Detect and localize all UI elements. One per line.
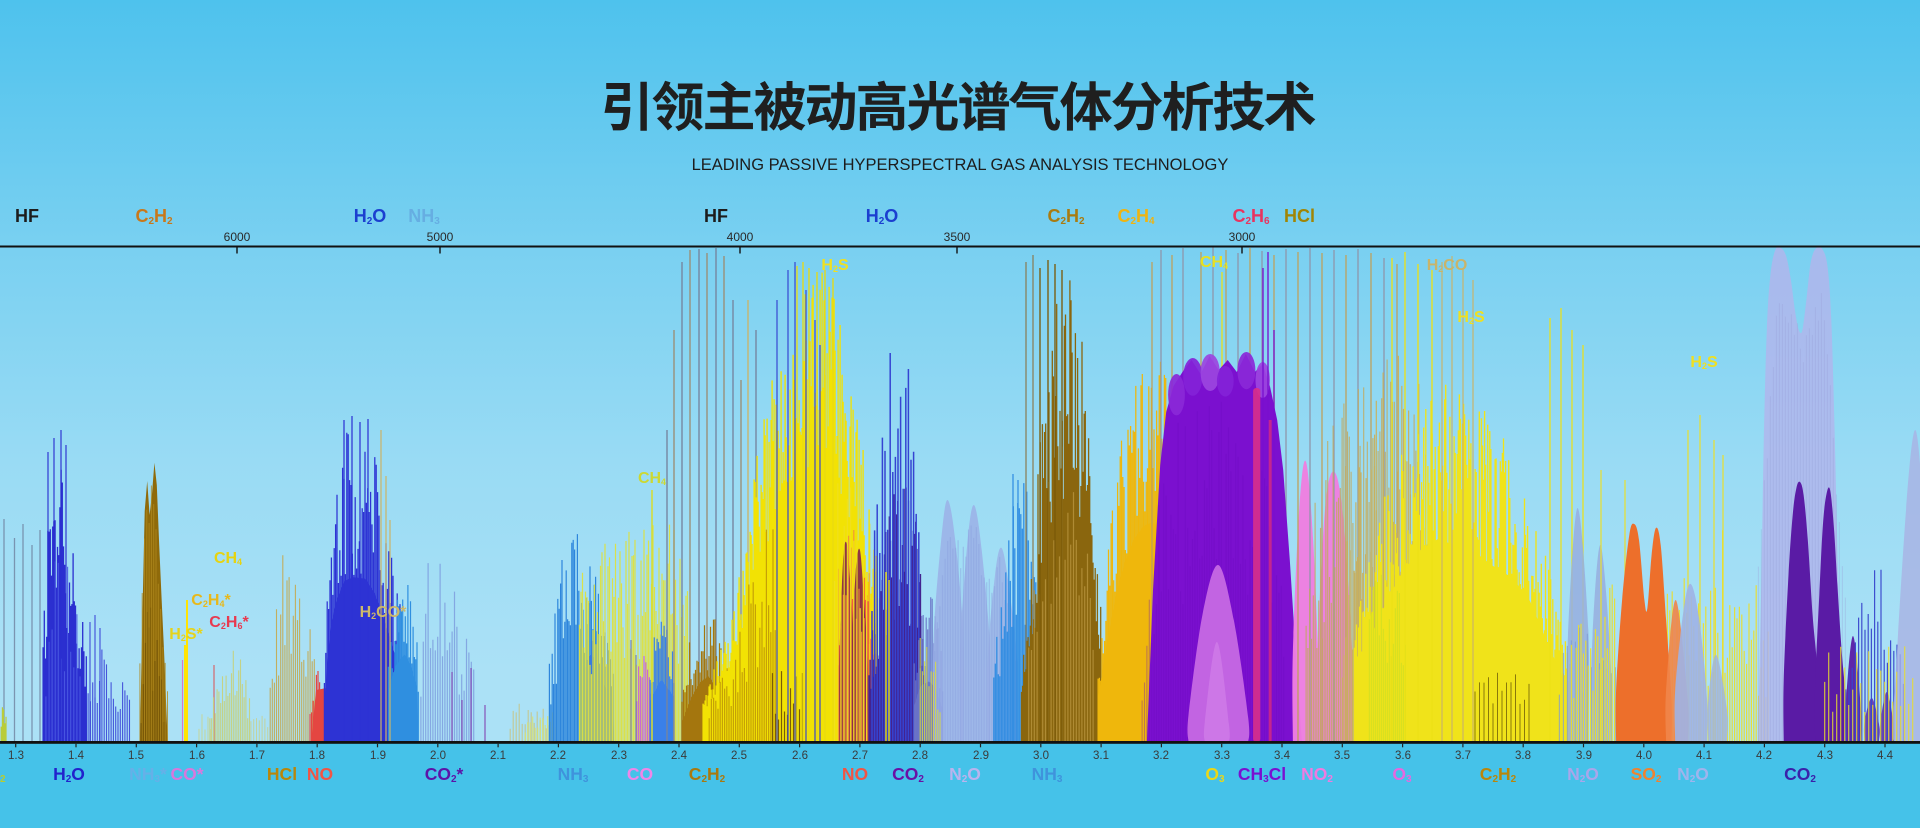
svg-text:2.1: 2.1 (490, 750, 506, 762)
svg-text:3.9: 3.9 (1576, 750, 1592, 762)
svg-text:2.2: 2.2 (550, 750, 566, 762)
svg-text:H2CO*: H2CO* (360, 604, 408, 621)
svg-text:NH3*: NH3* (129, 764, 167, 785)
svg-text:CO*: CO* (170, 764, 203, 784)
svg-text:C2H6*: C2H6* (209, 614, 249, 631)
svg-text:C2H2: C2H2 (1480, 764, 1517, 785)
svg-text:4.0: 4.0 (1636, 750, 1652, 762)
svg-text:4.4: 4.4 (1877, 750, 1894, 762)
svg-text:3.3: 3.3 (1214, 750, 1230, 762)
svg-text:1.8: 1.8 (309, 750, 325, 762)
svg-text:H2O: H2O (354, 206, 387, 227)
svg-text:1.9: 1.9 (370, 750, 386, 762)
svg-text:NH3: NH3 (1032, 764, 1063, 785)
svg-text:HF: HF (15, 206, 39, 226)
svg-text:3.6: 3.6 (1395, 750, 1411, 762)
svg-text:N2O: N2O (1677, 764, 1709, 785)
svg-text:C2H2: C2H2 (1047, 206, 1085, 227)
svg-text:CO2: CO2 (1784, 764, 1816, 785)
svg-text:NO2: NO2 (1301, 764, 1333, 785)
svg-text:3.2: 3.2 (1153, 750, 1169, 762)
svg-text:5000: 5000 (427, 230, 454, 244)
svg-text:2.3: 2.3 (611, 750, 627, 762)
svg-text:HF: HF (704, 206, 728, 226)
svg-text:6000: 6000 (224, 230, 251, 244)
svg-text:3.8: 3.8 (1515, 750, 1531, 762)
svg-text:C2H6: C2H6 (1232, 206, 1270, 227)
svg-text:H2O: H2O (53, 764, 85, 785)
svg-text:H2O: H2O (866, 206, 899, 227)
svg-text:N2O: N2O (1567, 764, 1599, 785)
svg-text:3.5: 3.5 (1334, 750, 1350, 762)
svg-text:C2H2: C2H2 (689, 764, 726, 785)
svg-text:C2H4: C2H4 (1117, 206, 1155, 227)
svg-text:LEADING PASSIVE HYPERSPECTRAL: LEADING PASSIVE HYPERSPECTRAL GAS ANALYS… (692, 156, 1229, 174)
svg-text:2.8: 2.8 (912, 750, 928, 762)
svg-text:NO: NO (307, 764, 333, 784)
svg-text:3500: 3500 (944, 230, 971, 244)
svg-text:C2H4*: C2H4* (191, 592, 231, 609)
svg-text:C2H2: C2H2 (135, 206, 173, 227)
svg-text:NH3: NH3 (408, 206, 440, 227)
svg-text:O2: O2 (0, 764, 6, 785)
svg-text:HCl: HCl (1284, 206, 1315, 226)
svg-text:CO2: CO2 (892, 764, 924, 785)
svg-text:HCl: HCl (267, 764, 297, 784)
svg-text:CH3Cl: CH3Cl (1238, 764, 1286, 785)
svg-text:CH4: CH4 (638, 470, 666, 487)
svg-text:2.6: 2.6 (792, 750, 808, 762)
svg-text:H2S: H2S (821, 257, 849, 274)
svg-text:CH4: CH4 (214, 550, 242, 567)
svg-text:CO: CO (627, 764, 653, 784)
svg-text:H2CO: H2CO (1427, 257, 1468, 274)
svg-text:1.3: 1.3 (8, 750, 24, 762)
svg-text:2.5: 2.5 (731, 750, 747, 762)
svg-text:4.2: 4.2 (1756, 750, 1772, 762)
svg-text:H2S: H2S (1457, 309, 1485, 326)
svg-text:1.7: 1.7 (249, 750, 265, 762)
svg-text:CO2*: CO2* (425, 764, 464, 785)
svg-text:4000: 4000 (727, 230, 754, 244)
svg-text:H2S*: H2S* (169, 626, 203, 643)
svg-text:4.1: 4.1 (1696, 750, 1712, 762)
svg-text:CH4: CH4 (1200, 254, 1228, 271)
svg-text:2.9: 2.9 (973, 750, 989, 762)
svg-text:2.7: 2.7 (852, 750, 868, 762)
svg-text:3000: 3000 (1229, 230, 1256, 244)
svg-text:N2O: N2O (949, 764, 981, 785)
svg-text:4.3: 4.3 (1817, 750, 1833, 762)
svg-text:NO: NO (842, 764, 868, 784)
svg-text:3.7: 3.7 (1455, 750, 1471, 762)
svg-text:3.0: 3.0 (1033, 750, 1049, 762)
svg-text:NH3: NH3 (558, 764, 589, 785)
svg-text:3.1: 3.1 (1093, 750, 1109, 762)
svg-text:1.4: 1.4 (68, 750, 85, 762)
svg-text:SO2: SO2 (1631, 764, 1662, 785)
svg-text:2.4: 2.4 (671, 750, 688, 762)
svg-text:2.0: 2.0 (430, 750, 446, 762)
svg-text:3.4: 3.4 (1274, 750, 1291, 762)
svg-text:1.5: 1.5 (128, 750, 144, 762)
svg-text:H2S: H2S (1690, 354, 1718, 371)
svg-text:1.6: 1.6 (189, 750, 205, 762)
